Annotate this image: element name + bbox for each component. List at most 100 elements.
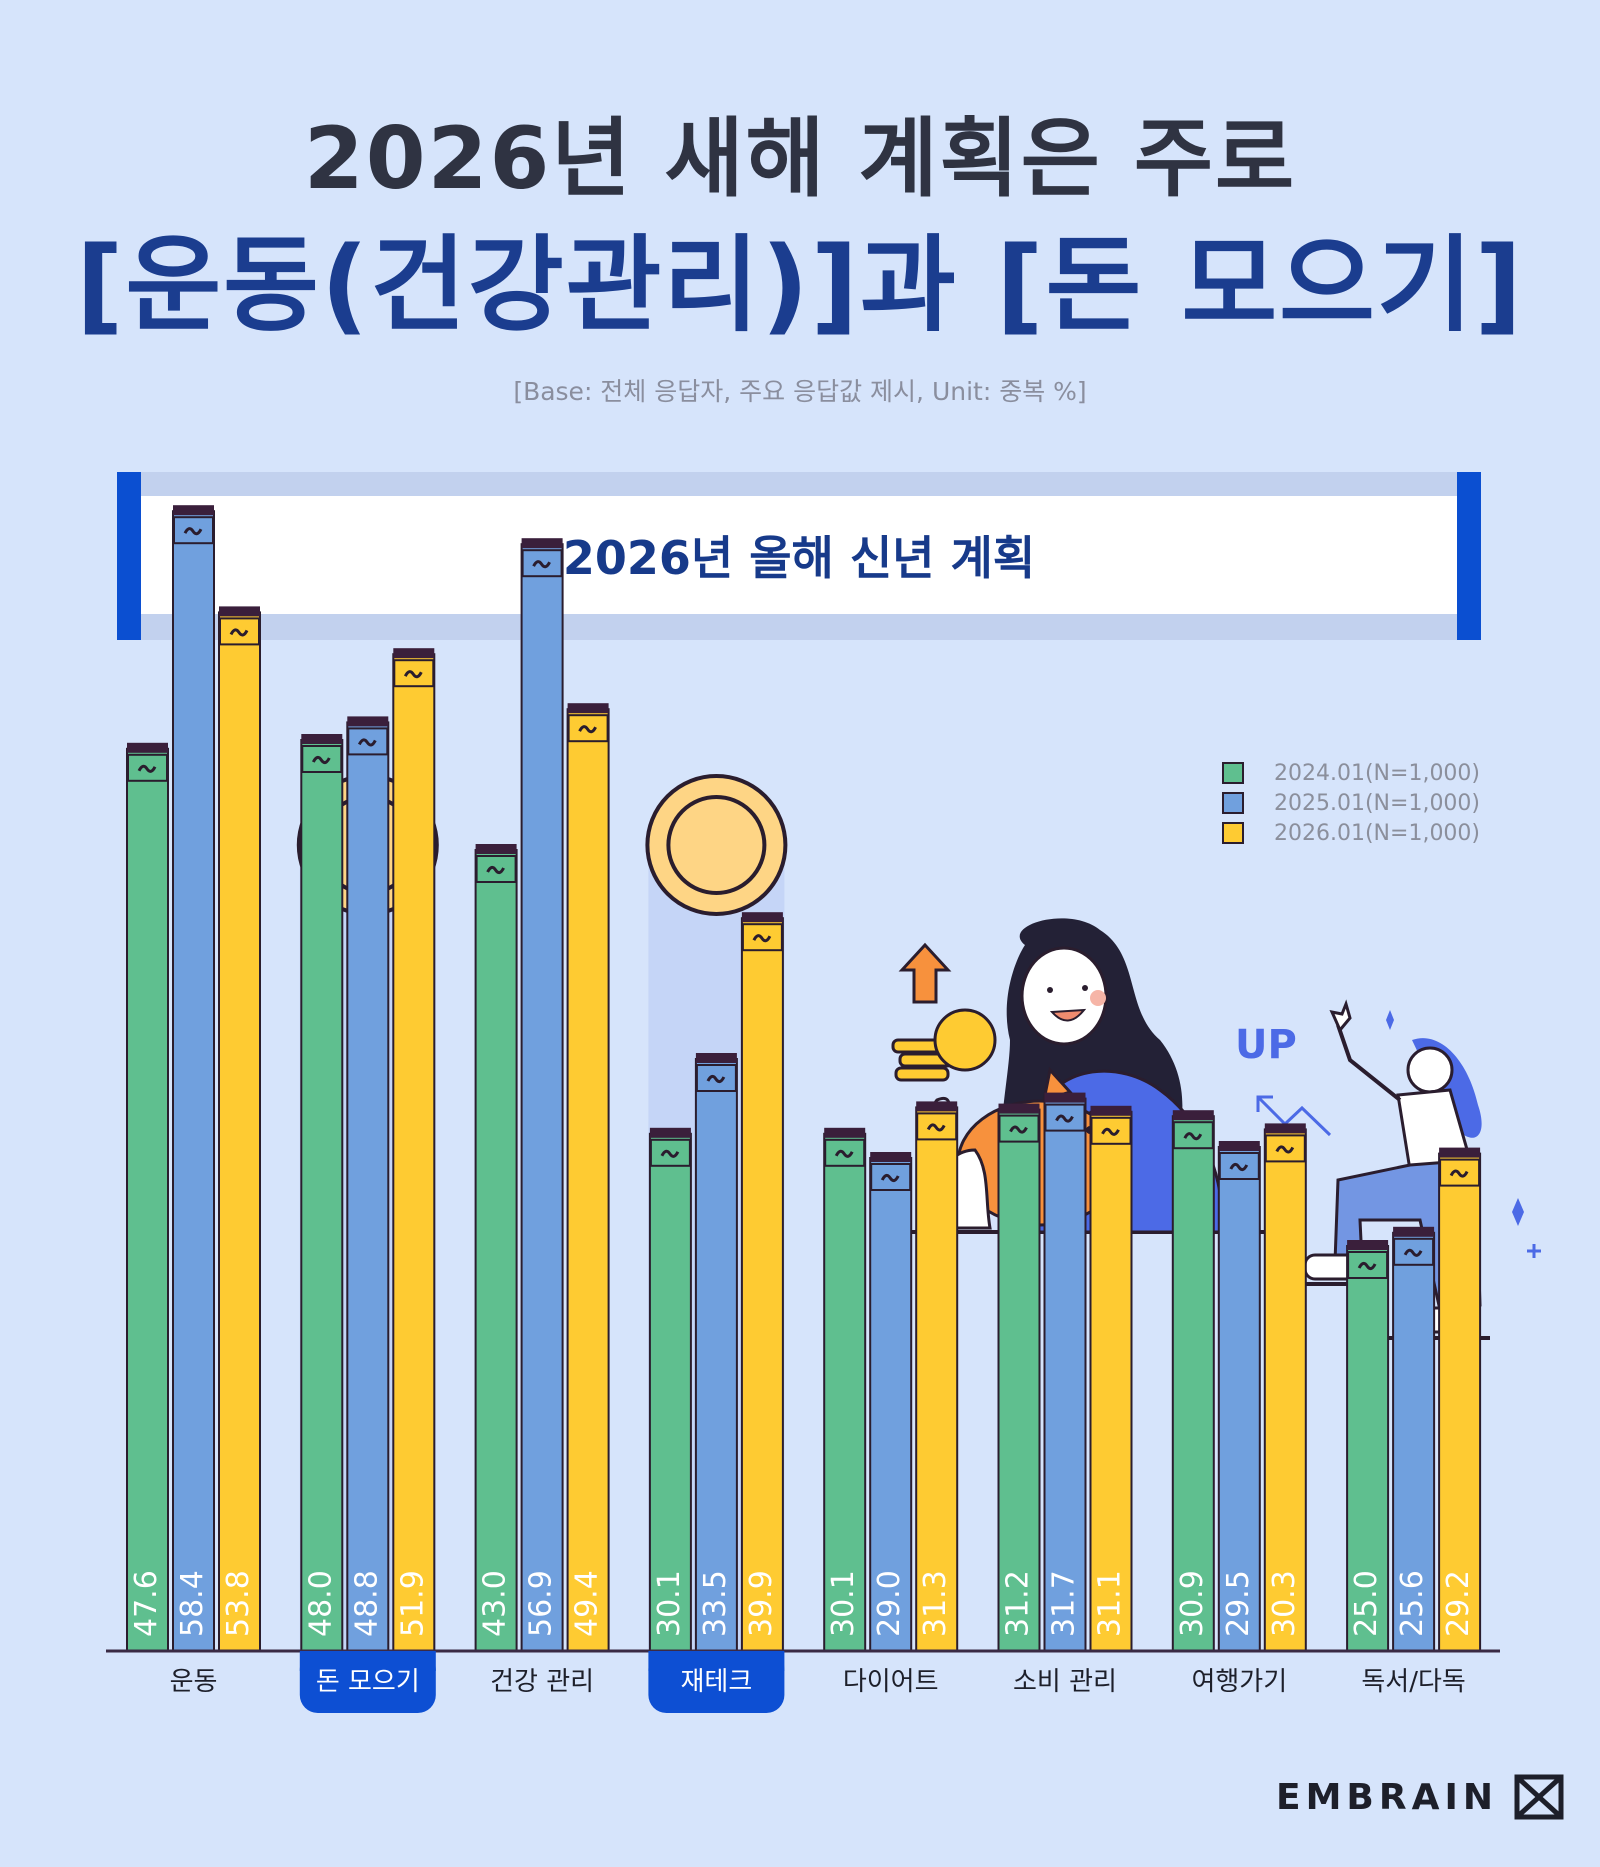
category-label: 재테크 <box>681 1667 753 1697</box>
bar: 48.0 <box>300 734 344 1652</box>
data-label: 56.9 <box>524 1570 559 1637</box>
bar: 25.6 <box>1392 1226 1436 1653</box>
category-label: 소비 관리 <box>1013 1667 1117 1697</box>
data-label: 31.7 <box>1047 1570 1082 1637</box>
axis-break-icon <box>1055 1114 1074 1123</box>
banner: 2026년 올해 신년 계획 <box>117 496 1481 614</box>
bar: 31.2 <box>997 1103 1041 1652</box>
legend-swatch-2025 <box>1222 792 1244 814</box>
brand-name: EMBRAIN <box>1276 1776 1498 1818</box>
category-label-cat-3: 재테크 <box>648 1651 785 1713</box>
bar: 47.6 <box>126 742 169 1652</box>
data-label: 51.9 <box>395 1570 430 1637</box>
bar: 31.3 <box>915 1101 959 1652</box>
bar: 49.4 <box>566 703 610 1652</box>
axis-break-icon <box>532 560 551 569</box>
banner-title: 2026년 올해 신년 계획 <box>562 531 1036 585</box>
data-label: 31.3 <box>918 1570 953 1637</box>
axis-break-icon <box>1009 1125 1028 1134</box>
axis-break-icon <box>660 1149 680 1158</box>
axis-break-icon <box>229 628 249 637</box>
axis-break-icon <box>1449 1169 1469 1178</box>
banner-left-accent <box>117 472 141 640</box>
axis-break-icon <box>752 934 772 943</box>
bar: 31.7 <box>1043 1092 1087 1652</box>
bar: 29.0 <box>869 1152 913 1652</box>
bar: 31.1 <box>1089 1105 1133 1653</box>
coin-stack-icon <box>891 1008 997 1082</box>
category-label-cat-1: 돈 모으기 <box>299 1651 436 1713</box>
bar: 30.3 <box>1263 1123 1307 1652</box>
legend-label-2026: 2026.01(N=1,000) <box>1274 820 1481 846</box>
zigzag-up-arrow-icon <box>1256 1095 1332 1137</box>
bar: 51.9 <box>392 648 436 1652</box>
bar: 30.1 <box>648 1127 692 1653</box>
data-label: 25.0 <box>1349 1570 1384 1637</box>
legend-item-2025: 2025.01(N=1,000) <box>1222 788 1480 818</box>
bar: 29.5 <box>1217 1141 1261 1652</box>
legend-label-2024: 2024.01(N=1,000) <box>1274 760 1481 786</box>
data-label: 29.0 <box>872 1570 907 1637</box>
bar: 25.0 <box>1346 1240 1390 1652</box>
sparkle-icon <box>1386 1010 1394 1030</box>
brand: EMBRAIN <box>1276 1774 1564 1820</box>
category-label: 독서/다독 <box>1361 1667 1465 1697</box>
category-label: 운동 <box>170 1667 218 1697</box>
data-label: 33.5 <box>698 1570 733 1637</box>
data-label: 31.2 <box>1001 1570 1036 1637</box>
data-label: 48.8 <box>349 1570 384 1637</box>
category-label-cat-7: 독서/다독 <box>1361 1667 1465 1697</box>
data-label: 58.4 <box>175 1570 210 1637</box>
title-line-2: [운동(건강관리)]과 [돈 모으기] <box>75 224 1525 346</box>
data-label: 29.5 <box>1221 1570 1256 1637</box>
axis-break-icon <box>1229 1162 1249 1172</box>
category-label: 여행가기 <box>1191 1667 1287 1697</box>
bar: 30.9 <box>1171 1110 1215 1652</box>
legend: 2024.01(N=1,000) 2025.01(N=1,000) 2026.0… <box>1222 758 1480 848</box>
category-label-cat-0: 운동 <box>170 1667 218 1697</box>
legend-swatch-2026 <box>1222 822 1244 844</box>
data-label: 30.9 <box>1175 1570 1210 1637</box>
banner-right-accent <box>1457 472 1481 640</box>
up-arrow-icon <box>898 942 952 1004</box>
data-label: 30.1 <box>826 1570 861 1637</box>
data-label: 29.2 <box>1441 1570 1476 1637</box>
data-label: 30.3 <box>1267 1570 1302 1637</box>
bar: 43.0 <box>474 844 518 1652</box>
legend-item-2026: 2026.01(N=1,000) <box>1222 818 1480 848</box>
axis-break-icon <box>1275 1145 1295 1154</box>
legend-item-2024: 2024.01(N=1,000) <box>1222 758 1480 788</box>
data-label: 39.9 <box>744 1570 779 1637</box>
legend-swatch-2024 <box>1222 762 1244 784</box>
data-label: 49.4 <box>570 1570 605 1637</box>
category-label-cat-6: 여행가기 <box>1191 1667 1287 1697</box>
axis-break-icon <box>486 865 505 875</box>
category-label: 건강 관리 <box>490 1667 594 1697</box>
category-label: 돈 모으기 <box>316 1667 420 1697</box>
data-label: 25.6 <box>1395 1570 1430 1637</box>
data-label: 48.0 <box>303 1570 338 1637</box>
up-label: UP <box>1235 1022 1297 1068</box>
category-label-cat-5: 소비 관리 <box>1013 1667 1117 1697</box>
bar: 58.4 <box>172 505 215 1653</box>
axis-break-icon <box>926 1123 946 1132</box>
axis-break-icon <box>311 755 331 765</box>
data-label: 30.1 <box>652 1570 687 1637</box>
category-label-cat-2: 건강 관리 <box>490 1667 594 1697</box>
category-label-cat-4: 다이어트 <box>843 1667 939 1697</box>
base-note: [Base: 전체 응답자, 주요 응답값 제시, Unit: 중복 %] <box>513 377 1087 406</box>
sparkle-icon <box>1527 1244 1541 1258</box>
axis-break-icon <box>1357 1261 1377 1271</box>
category-label: 다이어트 <box>843 1667 939 1697</box>
data-label: 47.6 <box>129 1570 164 1637</box>
legend-label-2025: 2025.01(N=1,000) <box>1274 790 1481 816</box>
axis-break-icon <box>706 1074 726 1084</box>
axis-break-icon <box>357 738 377 747</box>
bar: 53.8 <box>218 606 261 1652</box>
data-label: 31.1 <box>1093 1570 1128 1637</box>
axis-break-icon <box>578 725 597 734</box>
sparkle-icon <box>1512 1198 1524 1226</box>
bar: 30.1 <box>823 1127 867 1653</box>
data-label: 53.8 <box>221 1570 256 1637</box>
